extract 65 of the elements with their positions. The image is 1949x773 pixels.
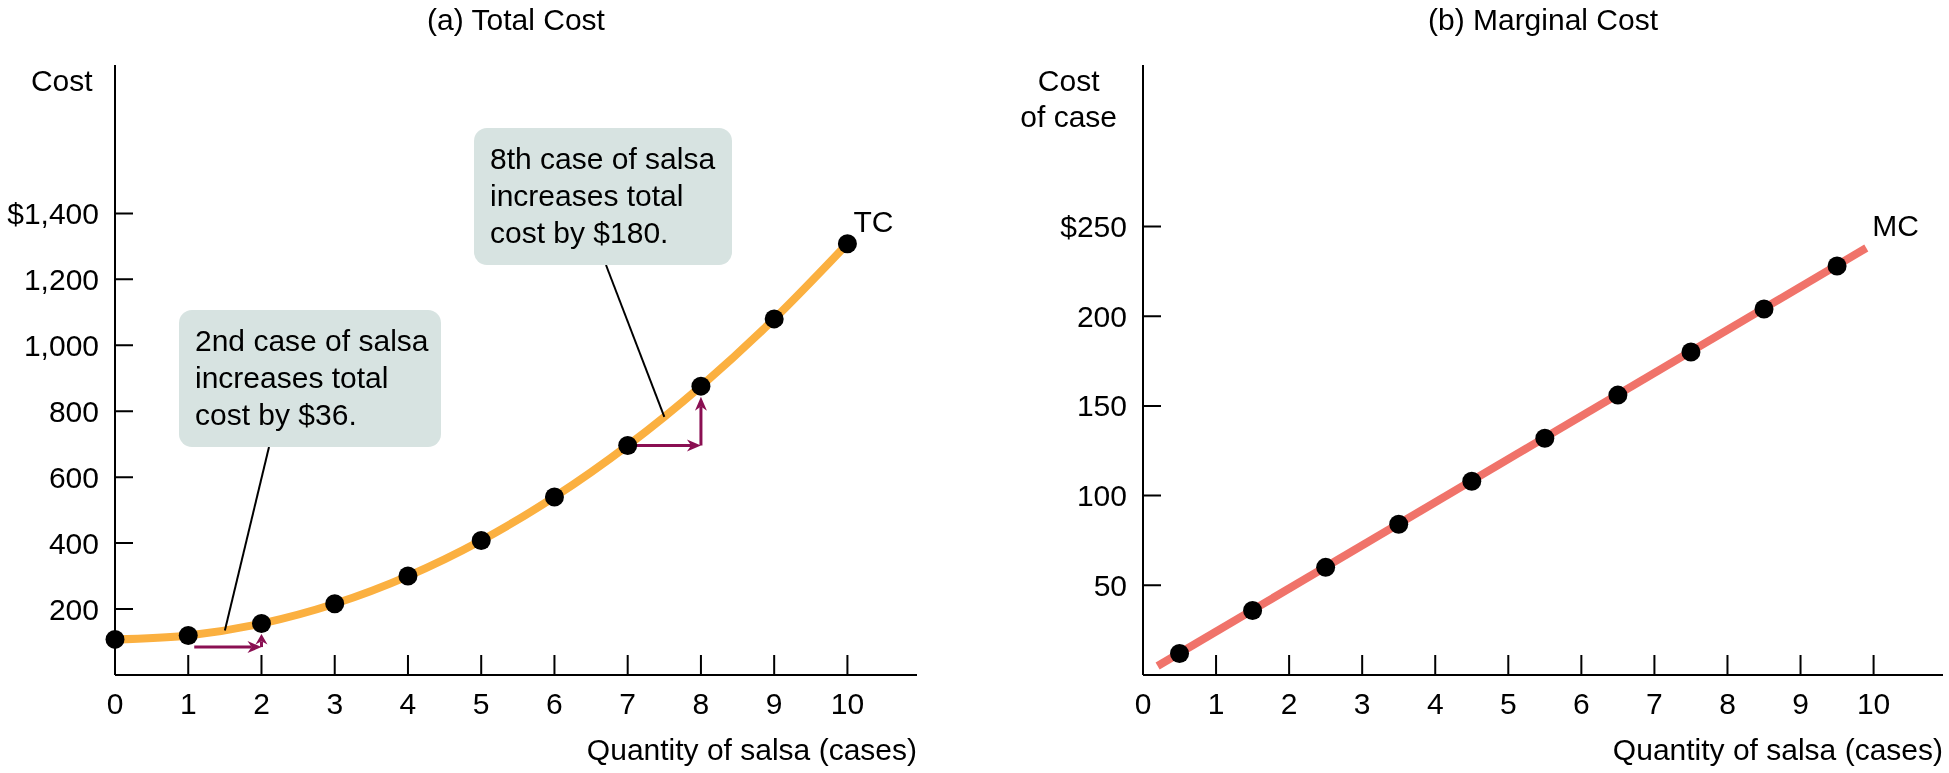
series-label: MC — [1872, 209, 1919, 242]
point — [837, 234, 857, 254]
y-tick-label: 1,000 — [23, 328, 99, 362]
point — [764, 309, 784, 329]
point — [1170, 643, 1190, 663]
x-tick-label: 3 — [1353, 687, 1371, 720]
x-tick-label: 2 — [253, 687, 270, 720]
point — [398, 566, 418, 586]
point — [1754, 299, 1774, 319]
x-tick-label: 6 — [546, 687, 563, 720]
chart-title: (b) Marginal Cost — [1427, 3, 1659, 36]
point — [471, 530, 491, 550]
x-tick-label: 10 — [830, 687, 865, 720]
x-tick-label: 7 — [619, 687, 637, 720]
x-tick-label: 6 — [1573, 687, 1590, 720]
x-tick-label: 9 — [1792, 687, 1809, 720]
y-tick-label: $250 — [1060, 209, 1127, 243]
annotation: 2nd case of salsa increases total cost by $36. — [195, 324, 429, 431]
annotation: 8th case of salsa increases total cost by $180. — [490, 142, 716, 249]
x-tick-label: 0 — [106, 687, 124, 720]
point — [251, 614, 271, 634]
x-tick-label: 0 — [1134, 687, 1152, 720]
x-tick-label: 5 — [472, 687, 490, 720]
y-tick-label: 800 — [48, 394, 99, 428]
point — [325, 594, 345, 614]
x-tick-label: 1 — [179, 687, 197, 720]
y-tick-label: $1,400 — [7, 196, 99, 230]
chart-title: (a) Total Cost — [427, 3, 606, 36]
point — [105, 629, 125, 649]
y-tick-label: 200 — [48, 592, 99, 626]
point — [1608, 385, 1628, 405]
x-tick-label: 9 — [765, 687, 783, 720]
x-tick-label: 5 — [1499, 687, 1517, 720]
x-tick-label: 4 — [1426, 687, 1444, 720]
y-tick-label: 50 — [1093, 568, 1127, 602]
point — [1462, 471, 1482, 491]
y-tick-label: 400 — [48, 526, 99, 560]
x-tick-label: 8 — [692, 687, 710, 720]
x-tick-label: 10 — [1856, 687, 1891, 720]
y-tick-label: 1,200 — [23, 262, 99, 296]
point — [618, 436, 638, 456]
point — [1681, 342, 1701, 362]
x-axis-title: Quantity of salsa (cases) — [586, 733, 917, 766]
point — [1389, 514, 1409, 534]
x-tick-label: 4 — [399, 687, 417, 720]
x-axis-title: Quantity of salsa (cases) — [1612, 733, 1943, 766]
point — [1827, 256, 1847, 276]
y-tick-label: 100 — [1076, 479, 1127, 513]
point — [1243, 600, 1263, 620]
point — [1316, 557, 1336, 577]
y-tick-label: 150 — [1076, 389, 1127, 423]
x-tick-label: 2 — [1280, 687, 1298, 720]
x-tick-label: 7 — [1646, 687, 1663, 720]
point — [691, 376, 711, 396]
y-axis-title: Cost — [30, 64, 94, 97]
x-tick-label: 8 — [1719, 687, 1736, 720]
x-tick-label: 1 — [1207, 687, 1225, 720]
point — [1535, 428, 1555, 448]
y-tick-label: 600 — [48, 460, 99, 494]
y-tick-label: 200 — [1076, 299, 1127, 333]
point — [544, 487, 564, 507]
x-tick-label: 3 — [326, 687, 344, 720]
point — [178, 625, 198, 645]
y-axis-title: Cost of case — [1020, 64, 1118, 133]
series-label: TC — [853, 204, 894, 238]
